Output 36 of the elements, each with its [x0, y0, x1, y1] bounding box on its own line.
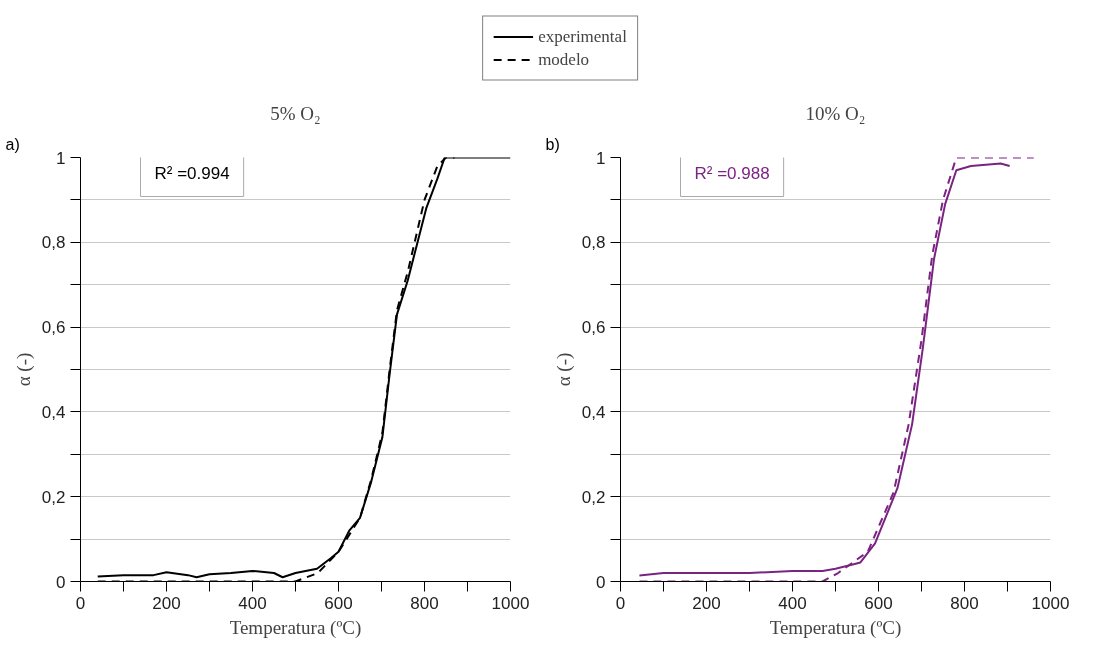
x-tick-label: 800: [950, 593, 979, 613]
y-tick-label: 0,2: [41, 487, 66, 507]
y-tick-label: 0: [56, 572, 66, 592]
y-tick-label: 0,6: [41, 318, 66, 338]
annotation: R² =0.988: [694, 163, 770, 183]
x-tick-label: 0: [75, 593, 86, 613]
x-axis-title: Temperatura (ºC): [769, 616, 902, 639]
x-tick-label: 400: [778, 593, 807, 613]
y-tick-label: 0,4: [581, 402, 606, 422]
chart-title: 5% O₂: [270, 102, 321, 124]
y-tick-label: 0: [596, 572, 606, 592]
legend-label: modelo: [538, 49, 590, 69]
y-tick-label: 0,8: [581, 233, 606, 253]
x-tick-label: 200: [692, 593, 721, 613]
y-tick-label: 0,6: [581, 318, 606, 338]
x-tick-label: 400: [238, 593, 267, 613]
text: b): [545, 135, 560, 153]
x-tick-label: 600: [324, 593, 353, 613]
legend-label: experimental: [538, 26, 627, 46]
y-axis-title: α (-): [12, 352, 35, 387]
y-tick-label: 0,8: [41, 233, 66, 253]
y-tick-label: 1: [56, 148, 66, 168]
chart-title: 10% O₂: [805, 102, 866, 124]
x-tick-label: 600: [864, 593, 893, 613]
x-tick-label: 1000: [491, 593, 530, 613]
y-tick-label: 0,2: [581, 487, 606, 507]
x-tick-label: 200: [152, 593, 181, 613]
annotation: R² =0.994: [154, 163, 230, 183]
x-tick-label: 0: [615, 593, 626, 613]
x-tick-label: 800: [410, 593, 439, 613]
y-axis-title: α (-): [552, 352, 575, 387]
x-axis-title: Temperatura (ºC): [229, 616, 362, 639]
text: a): [5, 135, 20, 153]
y-tick-label: 1: [596, 148, 606, 168]
x-tick-label: 1000: [1031, 593, 1070, 613]
y-tick-label: 0,4: [41, 402, 66, 422]
